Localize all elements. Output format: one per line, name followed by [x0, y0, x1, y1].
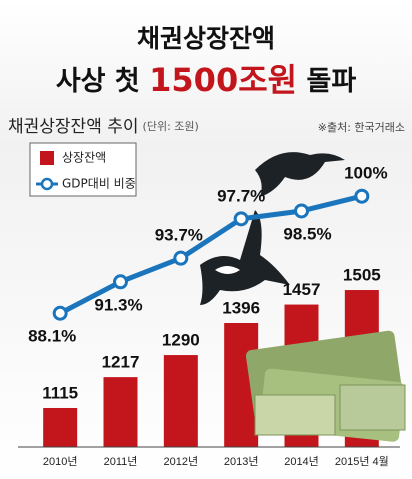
line	[59, 193, 363, 316]
headline: 사상 첫 1500조원 돌파	[56, 61, 357, 99]
bar-value-label: 1217	[102, 353, 140, 372]
bird-illustration	[215, 266, 240, 274]
line-value-label: 98.5%	[283, 224, 331, 243]
unit: (단위: 조원)	[143, 120, 199, 133]
headline-part: 사상 첫	[56, 66, 140, 97]
legend-marker	[40, 177, 54, 191]
line-marker	[294, 203, 309, 219]
x-tick-label: 2011년	[104, 455, 138, 468]
line-marker	[354, 188, 370, 204]
headline-highlight: 1500조원	[149, 61, 297, 99]
subtitle-text: 채권상장잔액 추이	[8, 117, 139, 137]
bar-value-label: 1396	[222, 298, 260, 317]
bar-value-label: 1505	[343, 266, 381, 285]
line-value-label: 100%	[344, 164, 387, 183]
bar	[163, 355, 198, 447]
money-illustration	[245, 330, 406, 442]
bird-illustration	[200, 210, 290, 305]
line-marker	[173, 250, 189, 266]
line-marker	[233, 211, 249, 227]
bar-value-label: 1290	[162, 331, 200, 350]
legend-label: 상장잔액	[62, 151, 106, 165]
subtitle: 채권상장잔액 추이 (단위: 조원)	[8, 117, 199, 137]
source: ※출처: 한국거래소	[318, 121, 405, 134]
bar	[103, 377, 138, 447]
bar-value-label: 1115	[42, 383, 78, 402]
line-value-label: 88.1%	[28, 327, 76, 346]
chart-title: 채권상장잔액	[137, 24, 275, 53]
bird-illustration	[255, 152, 345, 197]
headline-part: 돌파	[307, 66, 357, 97]
legend-swatch	[40, 151, 54, 165]
bar-value-label: 1457	[283, 280, 321, 299]
line-value-label: 93.7%	[155, 226, 203, 245]
line-value-label: 97.7%	[217, 186, 265, 205]
x-tick-label: 2012년	[164, 455, 199, 468]
x-tick-label: 2013년	[224, 455, 259, 468]
x-tick-label: 2015년 4월	[335, 455, 389, 468]
line-marker	[52, 305, 68, 321]
legend-label: GDP대비 비중	[62, 177, 136, 191]
line-value-label: 91.3%	[94, 295, 142, 314]
line-marker	[113, 274, 128, 290]
x-tick-label: 2010년	[43, 455, 78, 468]
bar	[43, 407, 78, 447]
x-tick-label: 2014년	[284, 455, 319, 468]
